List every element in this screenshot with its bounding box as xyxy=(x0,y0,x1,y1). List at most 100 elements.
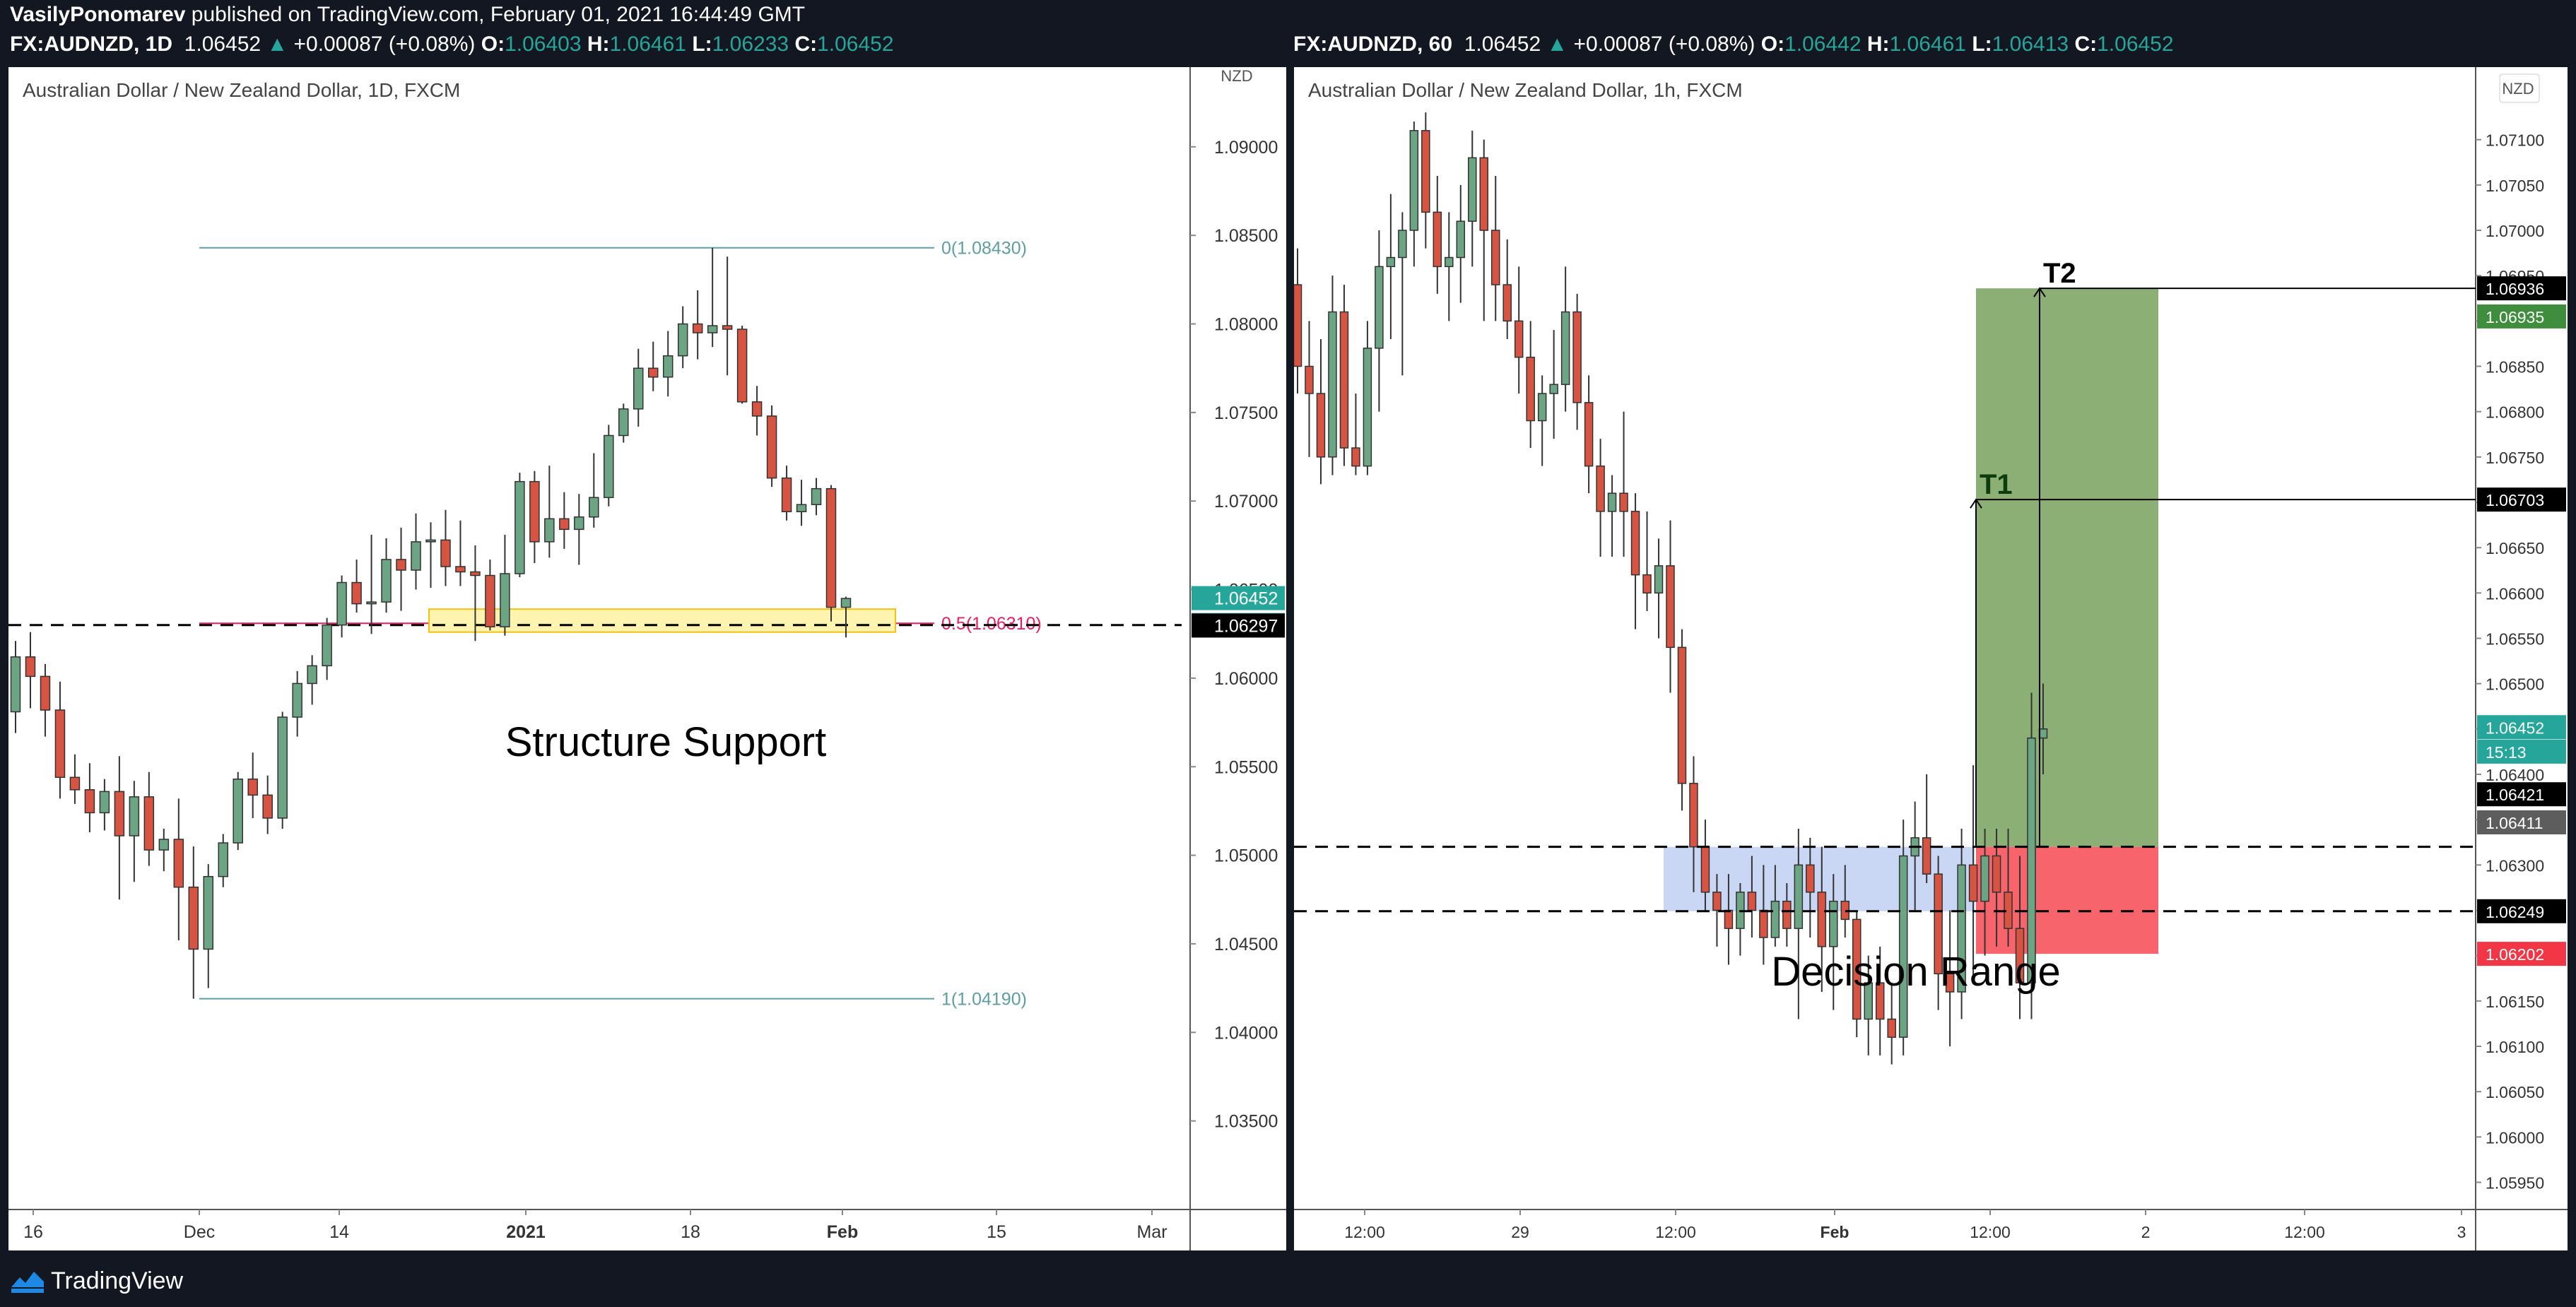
candle-body xyxy=(840,598,852,608)
left-close: 1.06452 xyxy=(817,32,894,56)
y-tick-label: 1.06850 xyxy=(2486,358,2544,377)
candle-body xyxy=(366,601,377,605)
candle-body xyxy=(485,574,495,627)
candle-body xyxy=(1654,565,1664,594)
candle-body xyxy=(662,355,674,378)
candle-body xyxy=(1829,900,1838,947)
candle-body xyxy=(559,518,570,531)
x-tick-label: Feb xyxy=(1821,1223,1849,1241)
candle-body xyxy=(1770,900,1780,938)
stop-zone xyxy=(1976,846,2158,954)
candle-body xyxy=(218,842,228,877)
candle-body xyxy=(351,581,362,605)
x-tick-label: 3 xyxy=(2457,1223,2466,1241)
candle-body xyxy=(1806,864,1815,893)
candle-body xyxy=(25,656,36,678)
left-symbol: FX:AUDNZD, 1D xyxy=(10,32,172,56)
currency-label: NZD xyxy=(2502,80,2534,97)
candle-body xyxy=(1560,311,1570,385)
price-label-box xyxy=(1192,613,1285,638)
fib-level-label: 1(1.04190) xyxy=(941,990,1027,1010)
publisher-name[interactable]: VasilyPonomarev xyxy=(10,3,186,26)
x-tick-label: 12:00 xyxy=(1655,1223,1696,1241)
candle-body xyxy=(1630,511,1640,576)
tradingview-brand[interactable]: TradingView xyxy=(51,1267,184,1294)
candle-body xyxy=(69,776,81,791)
candle-body xyxy=(1572,311,1582,403)
candle-body xyxy=(1619,492,1628,512)
candle-body xyxy=(766,415,777,479)
candle-body xyxy=(514,480,525,574)
candle-body xyxy=(1992,855,2001,893)
price-label-box xyxy=(1192,586,1285,610)
hourly-chart[interactable]: Australian Dollar / New Zealand Dollar, … xyxy=(1294,67,2568,1250)
candle-body xyxy=(677,323,688,357)
x-tick-label: Dec xyxy=(184,1222,215,1242)
price-label-box xyxy=(2477,487,2566,512)
candle-body xyxy=(262,794,273,819)
candle-body xyxy=(1479,157,1488,231)
candle-body xyxy=(811,487,822,505)
x-tick-label: 12:00 xyxy=(2284,1223,2325,1241)
candle-body xyxy=(188,886,199,950)
candle-body xyxy=(1294,284,1302,367)
candle-body xyxy=(1887,1018,1896,1038)
candle-body xyxy=(143,796,155,851)
candle-body xyxy=(1502,284,1512,322)
candle-body xyxy=(1934,873,1943,975)
right-l-label: L: xyxy=(1972,32,1992,56)
price-label-box xyxy=(2477,739,2566,764)
candle-body xyxy=(707,325,718,333)
candle-body xyxy=(1852,918,1862,1020)
candle-body xyxy=(1968,864,1978,902)
candle-body xyxy=(1922,837,1931,875)
y-tick-label: 1.08000 xyxy=(1214,315,1278,335)
price-label: 1.06935 xyxy=(2486,308,2544,326)
daily-chart[interactable]: Australian Dollar / New Zealand Dollar, … xyxy=(8,67,1286,1250)
candle-body xyxy=(1747,892,1757,911)
price-label-box xyxy=(2477,276,2566,301)
candle-body xyxy=(1351,447,1360,467)
candle-body xyxy=(381,559,392,603)
right-price: 1.06452 xyxy=(1464,32,1541,56)
right-o-label: O: xyxy=(1760,32,1785,56)
candle-body xyxy=(1700,846,1710,893)
left-o-label: O: xyxy=(481,32,505,56)
left-low: 1.06233 xyxy=(712,32,789,56)
candle-body xyxy=(1759,909,1768,938)
candle-body xyxy=(1549,384,1558,394)
candle-body xyxy=(1794,864,1804,929)
candle-body xyxy=(2027,737,2036,983)
x-tick-label: Mar xyxy=(1136,1222,1167,1242)
y-tick-label: 1.06400 xyxy=(2486,766,2544,784)
candle-body xyxy=(825,487,837,608)
candle-body xyxy=(1537,393,1547,422)
candle-body xyxy=(1421,130,1430,213)
candle-body xyxy=(470,571,481,576)
candle-body xyxy=(1666,565,1675,649)
chart-background xyxy=(1294,67,2568,1250)
right-open: 1.06442 xyxy=(1784,32,1862,56)
y-tick-label: 1.04500 xyxy=(1214,935,1278,954)
left-c-label: C: xyxy=(794,32,818,56)
candle-body xyxy=(1898,855,1908,1038)
candle-body xyxy=(2038,728,2048,739)
candle-body xyxy=(203,875,214,950)
price-label-box xyxy=(2477,715,2566,740)
price-label-box xyxy=(2477,782,2566,807)
left-h-label: H: xyxy=(587,32,610,56)
right-change: +0.00087 (+0.08%) xyxy=(1573,32,1755,56)
candle-body xyxy=(336,581,347,626)
candle-body xyxy=(425,539,436,543)
tradingview-logo-icon[interactable] xyxy=(10,1267,45,1296)
candle-body xyxy=(736,329,748,403)
y-tick-label: 1.06550 xyxy=(2486,630,2544,649)
candle-body xyxy=(1433,211,1442,268)
y-tick-label: 1.05500 xyxy=(1214,757,1278,777)
candle-body xyxy=(692,323,703,333)
candle-body xyxy=(2015,928,2025,983)
profit-zone xyxy=(1976,288,2158,847)
candle-body xyxy=(604,434,614,498)
candle-body xyxy=(751,401,763,417)
candle-body xyxy=(129,796,140,836)
